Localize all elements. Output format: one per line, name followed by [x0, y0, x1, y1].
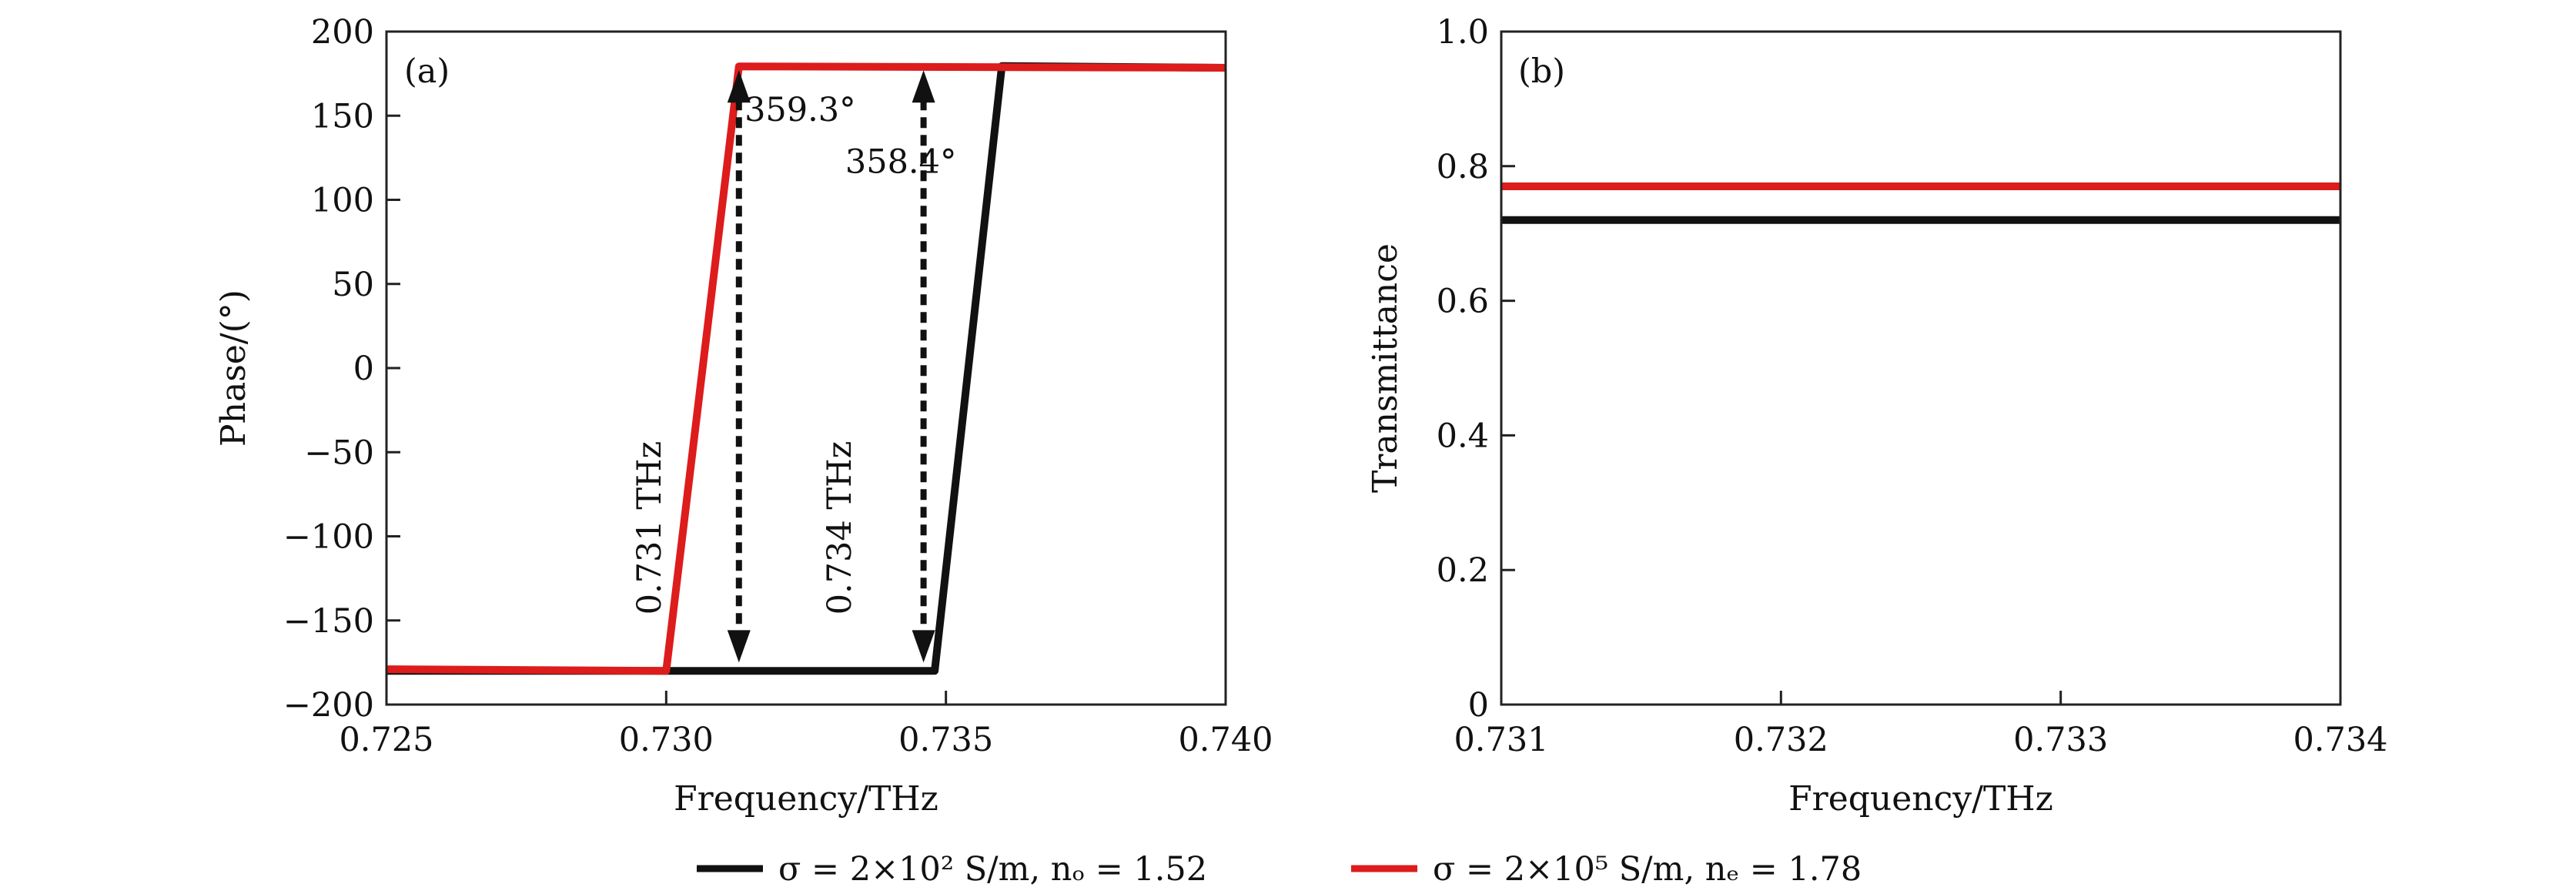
y-tick-label: 150	[311, 97, 374, 136]
arrow-frequency-label: 0.731 THz	[631, 441, 669, 615]
arrowhead-up-icon	[727, 70, 751, 103]
arrowhead-down-icon	[912, 630, 935, 663]
x-tick-label: 0.731	[1454, 721, 1548, 759]
y-tick-label: 200	[311, 13, 374, 52]
panel-b-transmittance-chart: 0.731 0.732 0.733 0.734 0 0.2 0.4 0.6 0.8 1.0 Freq…	[1366, 13, 2388, 819]
arrow-frequency-label: 0.734 THz	[821, 441, 859, 615]
phase-jump-label: 358.4°	[845, 143, 957, 182]
x-tick-label: 0.735	[898, 721, 993, 759]
x-axis-label: Frequency/THz	[1788, 779, 2053, 819]
y-tick-label: 1.0	[1437, 13, 1489, 52]
series-line-black-series	[386, 62, 1226, 675]
x-axis-label: Frequency/THz	[674, 779, 938, 819]
series-line-red-series	[386, 62, 1226, 675]
phase-jump-label: 359.3°	[744, 91, 856, 129]
panel-tag: (a)	[404, 52, 450, 91]
x-tick-label: 0.733	[2013, 721, 2108, 759]
y-tick-label: 0.2	[1437, 551, 1489, 590]
x-tick-label: 0.730	[619, 721, 714, 759]
y-tick-label: 0.6	[1437, 283, 1489, 321]
legend-label: σ = 2×10² S/m, nₒ = 1.52	[778, 850, 1207, 889]
y-tick-label: 100	[311, 182, 374, 220]
y-tick-label: 50	[332, 266, 374, 304]
y-tick-label: 0	[1468, 686, 1489, 725]
y-tick-label: 0	[353, 350, 374, 388]
panel-a-phase-chart: 0.731 THz 359.3° 0.734 THz 358.4° 0.725 0.730…	[214, 13, 1273, 819]
legend: σ = 2×10² S/m, nₒ = 1.52 σ = 2×10⁵ S/m, n…	[697, 850, 1862, 889]
plot-frame	[385, 30, 1227, 706]
y-tick-label: −100	[283, 518, 374, 557]
panel-tag: (b)	[1518, 52, 1565, 91]
plot-frame	[1500, 30, 2342, 706]
y-tick-label: 0.8	[1437, 148, 1489, 186]
x-tick-label: 0.732	[1734, 721, 1828, 759]
y-tick-label: −50	[304, 434, 374, 472]
y-tick-label: 0.4	[1437, 417, 1489, 455]
y-tick-label: −150	[283, 602, 374, 641]
y-axis-label: Transmittance	[1366, 243, 1405, 493]
y-axis-label: Phase/(°)	[214, 290, 253, 447]
x-tick-label: 0.725	[339, 721, 433, 759]
arrowhead-down-icon	[727, 630, 751, 663]
legend-label: σ = 2×10⁵ S/m, nₑ = 1.78	[1433, 850, 1862, 889]
x-tick-label: 0.734	[2293, 721, 2387, 759]
x-tick-label: 0.740	[1178, 721, 1273, 759]
arrowhead-up-icon	[912, 70, 935, 103]
y-tick-label: −200	[283, 686, 374, 725]
